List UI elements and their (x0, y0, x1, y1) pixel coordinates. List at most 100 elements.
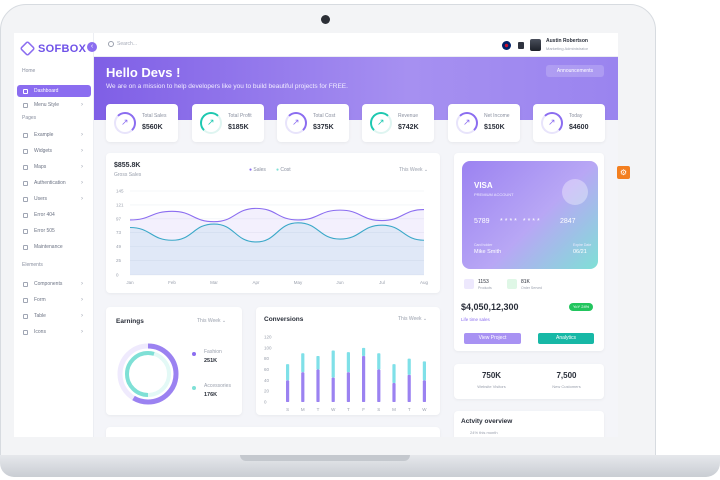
credit-card[interactable]: VISA PREMIUM ACCOUNT 5789 **** **** 2847… (462, 161, 598, 269)
section-pages: Pages (22, 115, 37, 121)
sidebar-item-label: Components (34, 281, 63, 287)
user-name[interactable]: Austin Robertson (546, 38, 588, 44)
camera-icon (321, 15, 330, 24)
sidebar-item-icon (23, 196, 28, 202)
progress-ring (370, 112, 392, 134)
visitors-card: 750K Website Visitors 7,500 New Customer… (454, 364, 604, 399)
arrow-up-right-icon: ↗ (548, 117, 556, 127)
sidebar-item-label: Maps (34, 164, 47, 170)
sidebar-item-error-404[interactable]: Error 404 (17, 209, 91, 221)
arrow-up-right-icon: ↗ (207, 117, 215, 127)
card-brand: VISA (474, 181, 493, 190)
laptop-base (0, 455, 720, 477)
sidebar-item-widgets[interactable]: Widgets › (17, 145, 91, 157)
sidebar-item-maps[interactable]: Maps › (17, 161, 91, 173)
settings-gear-icon[interactable]: ⚙ (617, 166, 630, 179)
dashboard-screen: SOFBOX Home Pages Elements Dashboard Menu… (14, 33, 618, 437)
earnings-item-fashion: Fashion 251K (204, 349, 222, 364)
language-flag-icon[interactable] (502, 41, 511, 50)
hero-title: Hello Devs ! (106, 65, 181, 80)
gross-label: Gross Sales (114, 172, 142, 178)
search-input[interactable]: Search... (108, 41, 137, 47)
sidebar-item-icons[interactable]: Icons › (17, 326, 91, 338)
stat-label: Revenue (398, 113, 419, 119)
bar-series-a (301, 372, 305, 402)
sidebar-item-label: Icons (34, 329, 46, 335)
sidebar-item-components[interactable]: Components › (17, 278, 91, 290)
sidebar-item-example[interactable]: Example › (17, 129, 91, 141)
chevron-right-icon: › (81, 164, 83, 170)
lifetime-sales-label: Life time sales (461, 317, 490, 322)
visitors-label: Website Visitors (477, 384, 506, 389)
x-tick-label: F (362, 407, 365, 412)
bar-series-a (377, 369, 381, 402)
x-tick-label: T (317, 407, 320, 412)
stat-label: Total Profit (228, 113, 252, 119)
x-tick-label: M (392, 407, 396, 412)
bar-series-a (362, 355, 366, 402)
chevron-right-icon: › (81, 148, 83, 154)
stat-value: $375K (313, 124, 334, 131)
lock-icon[interactable] (518, 42, 524, 49)
view-project-button[interactable]: View Project (464, 333, 521, 344)
bar-series-a (422, 380, 426, 402)
activity-card: Actvity overview 24% this month (454, 411, 604, 437)
sidebar-item-label: Users (34, 196, 48, 202)
bar-series-b (316, 355, 320, 370)
y-tick-label: 145 (116, 189, 124, 194)
y-tick-label: 97 (116, 216, 122, 221)
x-tick-label: S (286, 407, 289, 412)
sidebar-item-label: Table (34, 313, 46, 319)
customers-value: 7,500 (556, 371, 577, 380)
announcements-button[interactable]: Announcements (546, 65, 604, 77)
y-tick-label: 121 (116, 202, 124, 207)
avatar[interactable] (530, 39, 541, 51)
hero-subtitle: We are on a mission to help developers l… (106, 83, 348, 90)
sidebar-item-users[interactable]: Users › (17, 193, 91, 205)
sidebar-item-table[interactable]: Table › (17, 310, 91, 322)
series-area-sales (130, 208, 424, 275)
x-tick-label: May (294, 280, 303, 285)
analytics-button[interactable]: Analytics (538, 333, 594, 344)
stat-card-today: ↗ Today $4600 (533, 104, 605, 142)
sidebar-item-menu-style[interactable]: Menu Style › (17, 99, 91, 111)
products-icon (464, 279, 474, 289)
x-tick-label: T (347, 407, 350, 412)
sidebar-item-dashboard[interactable]: Dashboard (17, 85, 91, 97)
sidebar-item-error-505[interactable]: Error 505 (17, 225, 91, 237)
conversions-period-dropdown[interactable]: This Week ⌄ (398, 316, 428, 322)
gross-period-dropdown[interactable]: This Week ⌄ (399, 167, 429, 173)
x-tick-label: Apr (252, 280, 260, 285)
x-tick-label: Mar (210, 280, 218, 285)
stat-label: Total Sales (142, 113, 167, 119)
sidebar-item-maintenance[interactable]: Maintenance (17, 241, 91, 253)
earnings-period-dropdown[interactable]: This Week ⌄ (197, 318, 227, 324)
sidebar-item-label: Error 505 (34, 228, 55, 234)
search-icon (108, 41, 114, 47)
orders-label: Order Served (521, 286, 543, 290)
progress-ring (456, 112, 478, 134)
stat-value: $560K (142, 124, 163, 131)
sidebar-item-icon (23, 329, 28, 335)
section-elements: Elements (22, 262, 43, 268)
sidebar-item-label: Dashboard (34, 88, 59, 94)
sidebar-item-authentication[interactable]: Authentication › (17, 177, 91, 189)
conversions-bar-chart: 0 20 40 60 80 100 120 S M T W T F S M T W (264, 335, 427, 413)
sidebar-item-form[interactable]: Form › (17, 294, 91, 306)
x-tick-label: Jun (336, 280, 344, 285)
bar-series-a (407, 374, 411, 402)
progress-ring (285, 112, 307, 134)
hero-banner: Hello Devs ! We are on a mission to help… (94, 57, 618, 120)
arrow-up-right-icon: ↗ (292, 117, 300, 127)
conversions-title: Conversions (264, 316, 304, 323)
logo-text: SOFBOX (38, 42, 87, 55)
progress-ring (114, 112, 136, 134)
chevron-right-icon: › (81, 329, 83, 335)
stat-label: Today (569, 113, 583, 119)
collapse-sidebar-button[interactable]: ‹ (87, 42, 97, 52)
logo[interactable]: SOFBOX (19, 40, 87, 57)
progress-ring (541, 112, 563, 134)
gross-sales-card: $855.8K Gross Sales ● Sales ● Cost This … (106, 153, 440, 293)
bar-series-a (316, 369, 320, 402)
bottom-card (106, 427, 440, 437)
